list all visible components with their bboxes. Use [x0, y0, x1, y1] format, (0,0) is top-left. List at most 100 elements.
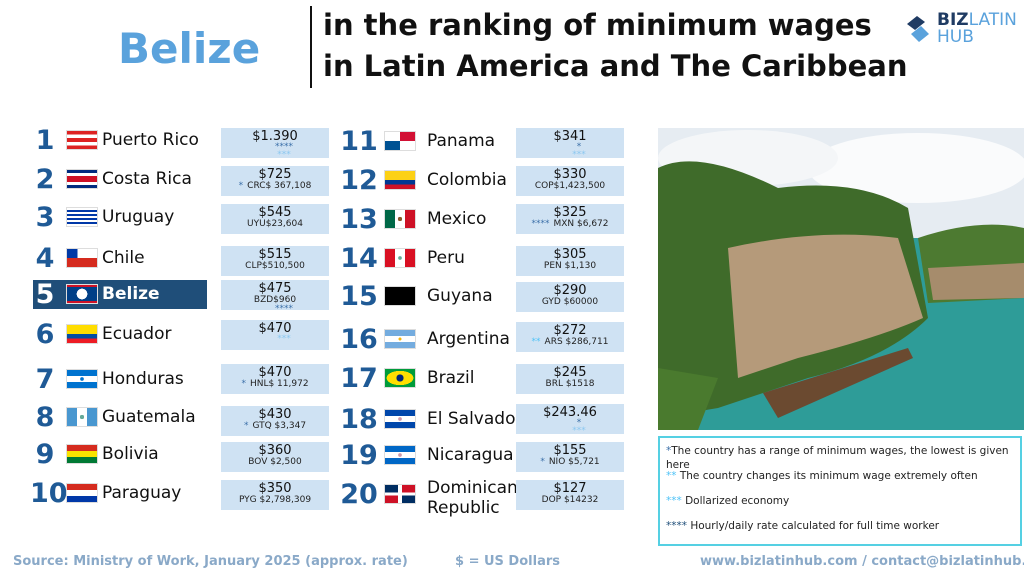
rank-number: 3 [35, 201, 55, 233]
co-flag-icon [384, 170, 416, 190]
note-mark: **** [275, 304, 293, 314]
ranking-row: 3 Uruguay [30, 201, 175, 233]
title-line-1: in the ranking of minimum wages [323, 8, 872, 42]
country-name: Chile [102, 248, 145, 268]
usd-wage: $243.46 [543, 405, 597, 420]
pr-flag-icon [66, 130, 98, 150]
wage-box: $350 PYG $2,798,309 [221, 480, 329, 510]
note-1: *The country has a range of minimum wage… [666, 445, 1009, 471]
ranking-row: 15 Guyana [340, 280, 493, 312]
notes-legend: *The country has a range of minimum wage… [658, 436, 1022, 546]
note-3: *** Dollarized economy [666, 495, 790, 507]
local-wage-text: ARS $286,711 [544, 337, 609, 347]
local-wage: BZD$960 [221, 296, 329, 305]
rank-number: 9 [35, 438, 55, 470]
rank-number: 15 [340, 280, 378, 312]
usd-wage: $155 [553, 443, 587, 458]
wage-box: $290 GYD $60000 [516, 282, 624, 312]
usd-wage: $470 [258, 365, 292, 380]
ranking-row: 18 El Salvador [340, 404, 522, 435]
usd-wage: $725 [258, 167, 292, 182]
rank-number: 14 [340, 242, 378, 274]
local-wage: ** ARS $286,711 [516, 338, 624, 347]
local-wage: BOV $2,500 [221, 458, 329, 467]
local-wage: COP$1,423,500 [516, 182, 624, 191]
country-name: Uruguay [102, 207, 175, 227]
contact-link[interactable]: www.bizlatinhub.com / contact@bizlatinhu… [700, 554, 1024, 569]
rank-number: 1 [35, 124, 55, 156]
country-title: Belize [118, 24, 261, 73]
local-wage: * CRC$ 367,108 [221, 182, 329, 191]
ranking-row: 17 Brazil [340, 362, 474, 394]
note-mark: * [243, 421, 249, 431]
local-wage-text: PYG $2,798,309 [238, 495, 312, 505]
coastal-cliff-photo [658, 128, 1024, 430]
country-name: Guatemala [102, 407, 196, 427]
note-mark: * [576, 418, 582, 428]
local-wage: UYU$23,604 [221, 220, 329, 229]
cr-flag-icon [66, 169, 98, 189]
ranking-row: 7 Honduras [30, 364, 184, 395]
note-mark: *** [277, 334, 291, 344]
local-wage-text: MXN $6,672 [553, 219, 609, 229]
local-wage: CLP$510,500 [221, 262, 329, 271]
country-name: Costa Rica [102, 169, 192, 189]
country-name: Peru [427, 248, 465, 268]
usd-wage: $515 [258, 247, 292, 262]
rank-number: 10 [30, 477, 68, 509]
pe-flag-icon [384, 248, 416, 268]
rank-number: 5 [35, 278, 55, 310]
belize-highlight [33, 280, 207, 309]
rank-number: 12 [340, 164, 378, 196]
local-wage-text: NIO $5,721 [548, 457, 600, 467]
note-mark: *** [572, 150, 586, 160]
wage-box: $1.390 **** *** [221, 128, 329, 160]
local-wage: DOP $14232 [516, 496, 624, 505]
source-text: Source: Ministry of Work, January 2025 (… [13, 554, 408, 569]
hn-flag-icon [66, 369, 98, 389]
logo-icon [903, 14, 933, 44]
usd-wage: $290 [553, 283, 587, 298]
usd-wage: $1.390 [252, 129, 298, 144]
country-name: Paraguay [102, 483, 182, 503]
wage-box: $360 BOV $2,500 [221, 442, 329, 472]
ranking-row: 4 Chile [30, 243, 145, 274]
country-name: Dominican Republic [427, 478, 518, 518]
country-name: Mexico [427, 209, 487, 229]
ranking-row: 13 Mexico [340, 204, 487, 235]
usd-wage: $272 [553, 323, 587, 338]
country-name: Ecuador [102, 324, 172, 344]
usd-wage: $545 [258, 205, 292, 220]
local-wage-text: CLP$510,500 [245, 261, 305, 271]
note-mark: * [576, 142, 582, 152]
wage-box: $325 **** MXN $6,672 [516, 204, 624, 234]
ranking-row: 20 Dominican Republic [340, 478, 522, 518]
ranking-row: 19 Nicaragua [340, 440, 513, 471]
usd-wage: $127 [553, 481, 587, 496]
local-wage-text: UYU$23,604 [247, 219, 303, 229]
wage-box: $272 ** ARS $286,711 [516, 322, 624, 352]
wage-box: $725 * CRC$ 367,108 [221, 166, 329, 196]
rank-number: 17 [340, 362, 378, 394]
note-mark: *** [277, 150, 291, 160]
gt-flag-icon [66, 407, 98, 427]
wage-box: $330 COP$1,423,500 [516, 166, 624, 196]
country-name: Guyana [427, 286, 493, 306]
ranking-row: 5 Belize [30, 278, 160, 310]
local-wage-text: CRC$ 367,108 [247, 181, 312, 191]
wage-box: $545 UYU$23,604 [221, 204, 329, 234]
local-wage-text: PEN $1,130 [543, 261, 597, 271]
br-flag-icon [384, 368, 416, 388]
usd-wage: $350 [258, 481, 292, 496]
wage-box: $305 PEN $1,130 [516, 246, 624, 276]
ranking-row: 16 Argentina [340, 324, 510, 355]
ranking-row: 14 Peru [340, 242, 465, 274]
local-wage-text: HNL$ 11,972 [249, 379, 309, 389]
local-wage-text: COP$1,423,500 [534, 181, 606, 191]
note-mark: **** [531, 219, 550, 229]
rank-number: 2 [35, 163, 55, 195]
local-wage-text: DOP $14232 [541, 495, 599, 505]
note-mark: ** [531, 337, 541, 347]
local-wage: BRL $1518 [516, 380, 624, 389]
wage-box: $470 *** [221, 320, 329, 350]
